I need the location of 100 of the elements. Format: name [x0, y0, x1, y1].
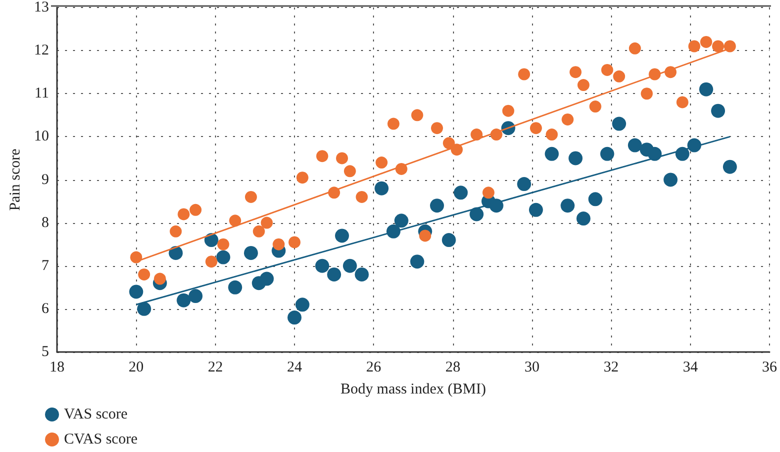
point [589, 100, 602, 113]
point [612, 116, 626, 131]
point [335, 228, 349, 243]
point [190, 204, 202, 216]
point [288, 310, 302, 325]
x-tick-label: 32 [604, 360, 619, 376]
x-tick-label: 24 [287, 360, 302, 376]
point [138, 268, 150, 280]
point [568, 151, 583, 166]
point [442, 233, 456, 248]
point [178, 208, 190, 220]
point [454, 186, 468, 200]
point [411, 109, 424, 122]
point [676, 96, 688, 108]
point [712, 40, 724, 52]
x-tick-label: 20 [128, 360, 144, 376]
point [442, 137, 455, 150]
point [528, 202, 543, 217]
point [711, 104, 726, 118]
y-tick-label: 8 [42, 214, 49, 231]
point [600, 146, 614, 161]
x-tick-label: 28 [445, 360, 460, 376]
point [517, 177, 532, 192]
point [419, 230, 432, 242]
point [342, 258, 357, 273]
y-axis-title: Pain score [8, 148, 24, 211]
y-tick-label: 11 [34, 86, 49, 102]
point [530, 122, 542, 134]
point [315, 258, 330, 273]
y-tick-label: 6 [42, 300, 50, 317]
legend-label: VAS score [64, 406, 128, 422]
point [216, 250, 230, 264]
point [470, 128, 483, 141]
point [288, 236, 300, 248]
point [354, 267, 369, 282]
point [613, 70, 626, 82]
point [296, 172, 308, 184]
point [244, 246, 258, 260]
point [560, 198, 575, 213]
point [640, 88, 653, 100]
point [700, 36, 712, 48]
y-tick-label: 9 [42, 172, 49, 188]
point [260, 272, 274, 286]
point [130, 251, 142, 264]
point [129, 284, 144, 299]
x-tick-label: 30 [524, 360, 540, 376]
point [229, 214, 242, 227]
point [562, 113, 574, 126]
point [588, 192, 602, 206]
x-axis-title: Body mass index (BMI) [340, 382, 486, 398]
point [699, 82, 714, 96]
point [387, 118, 400, 130]
point [168, 246, 183, 260]
y-tick-label: 5 [42, 344, 49, 360]
point [217, 238, 230, 250]
point [356, 190, 368, 203]
point [170, 225, 182, 238]
legend-label: CVAS score [64, 432, 138, 448]
point [327, 267, 342, 282]
point [546, 128, 558, 141]
y-tick-label: 13 [34, 0, 49, 16]
point [252, 225, 265, 238]
point [344, 165, 356, 178]
point [601, 64, 614, 76]
y-tick-label: 10 [34, 128, 49, 145]
point [272, 238, 285, 250]
x-tick-label: 36 [762, 360, 778, 376]
point [664, 172, 678, 187]
point [628, 42, 641, 54]
point [176, 293, 191, 308]
point [688, 40, 700, 52]
y-tick-label: 12 [34, 42, 49, 59]
x-tick-label: 34 [682, 360, 698, 376]
y-tick-label: 7 [42, 258, 50, 274]
point [260, 216, 273, 229]
point [431, 122, 443, 134]
point [577, 79, 590, 92]
x-tick-label: 18 [50, 360, 64, 376]
point [410, 254, 424, 269]
point [518, 68, 530, 80]
point [188, 289, 203, 304]
point [576, 212, 590, 226]
point [722, 160, 737, 174]
x-tick-label: 26 [366, 360, 382, 376]
x-tick-label: 22 [208, 360, 223, 376]
point [336, 152, 348, 164]
point [204, 233, 218, 248]
point [502, 104, 514, 117]
point [628, 138, 642, 152]
point [470, 207, 484, 222]
point [430, 198, 444, 213]
point [544, 146, 559, 161]
point [376, 156, 388, 169]
point [570, 66, 582, 78]
point [244, 190, 257, 203]
point [374, 181, 389, 196]
point [228, 280, 242, 294]
point [724, 40, 736, 52]
point [205, 256, 218, 268]
point [137, 302, 152, 316]
